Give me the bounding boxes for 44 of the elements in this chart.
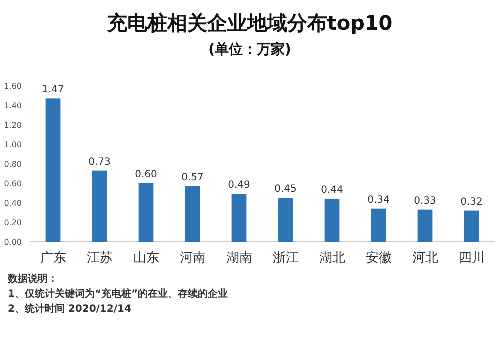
y-tick-label: 0.80 xyxy=(4,160,22,169)
x-tick-label: 安徽 xyxy=(366,250,392,266)
y-tick-label: 0.00 xyxy=(4,238,22,247)
bar xyxy=(232,194,247,242)
x-tick-label: 浙江 xyxy=(272,251,299,266)
data-label: 0.49 xyxy=(228,180,250,192)
x-tick-label: 湖北 xyxy=(319,251,346,266)
data-label: 0.32 xyxy=(460,196,483,208)
data-label: 0.44 xyxy=(321,185,344,196)
x-tick-label: 山东 xyxy=(133,251,160,266)
data-label: 1.47 xyxy=(42,84,64,96)
x-tick-label: 湖南 xyxy=(226,251,252,266)
text: 2、统计时间 2020/12/14 xyxy=(8,303,132,315)
bar xyxy=(185,186,200,242)
bar xyxy=(464,210,480,242)
data-label: 0.34 xyxy=(368,194,390,206)
data-label: 0.60 xyxy=(135,170,158,180)
y-tick-label: 0.60 xyxy=(4,180,22,188)
chart-subtitle: (单位：万家) xyxy=(208,41,292,58)
bar xyxy=(371,208,386,242)
data-label: 0.57 xyxy=(182,172,204,184)
data-label: 0.73 xyxy=(88,156,111,168)
data-label: 0.33 xyxy=(414,196,436,207)
bar xyxy=(92,170,108,242)
y-tick-label: 0.40 xyxy=(4,199,22,208)
x-tick-label: 河北 xyxy=(412,251,438,266)
y-tick-label: 1.60 xyxy=(4,82,22,91)
x-tick-label: 广东 xyxy=(40,251,66,266)
y-tick-label: 1.00 xyxy=(4,140,22,150)
y-tick-label: 0.20 xyxy=(4,218,22,228)
text: 数据说明： xyxy=(7,273,58,285)
bar xyxy=(418,210,433,242)
data-label: 0.45 xyxy=(274,184,297,196)
bar xyxy=(46,98,61,242)
bar xyxy=(138,184,154,242)
y-tick-label: 1.40 xyxy=(4,102,22,110)
chart-title: 充电桩相关企业地域分布top10 xyxy=(106,11,393,35)
text: 1、仅统计关键词为“充电桩”的在业、存续的企业 xyxy=(8,288,228,300)
bar xyxy=(278,198,294,242)
bar xyxy=(324,199,340,242)
x-tick-label: 四川 xyxy=(458,251,485,266)
y-tick-label: 1.20 xyxy=(4,121,22,130)
x-tick-label: 江苏 xyxy=(86,251,113,266)
x-tick-label: 河南 xyxy=(180,251,206,266)
